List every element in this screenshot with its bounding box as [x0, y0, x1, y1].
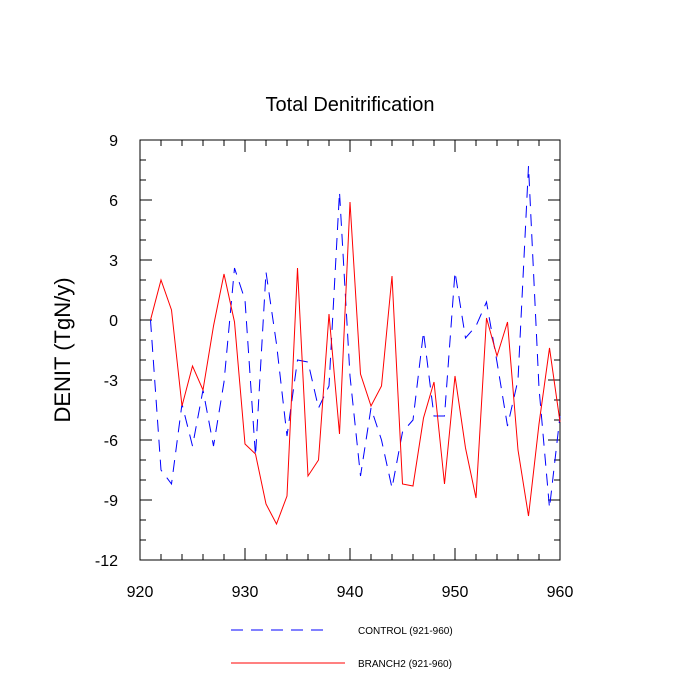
legend: CONTROL (921-960) BRANCH2 (921-960): [231, 626, 453, 670]
legend-label-control: CONTROL (921-960): [358, 626, 453, 637]
x-tick-labels: 920 930 940 950 960: [127, 584, 574, 601]
y-tick-labels: 9 6 3 0 -3 -6 -9 -12: [95, 133, 118, 570]
y-tick-label: 9: [109, 133, 118, 150]
x-tick-label: 940: [337, 584, 364, 601]
x-tick-label: 960: [547, 584, 574, 601]
y-tick-label: 6: [109, 193, 118, 210]
axis-ticks: [139, 139, 561, 561]
x-tick-label: 930: [232, 584, 259, 601]
y-tick-label: 3: [109, 253, 118, 270]
y-tick-label: -6: [104, 433, 118, 450]
y-tick-label: -12: [95, 553, 118, 570]
y-tick-label: -9: [104, 493, 118, 510]
legend-label-branch2: BRANCH2 (921-960): [358, 659, 452, 670]
chart-title: Total Denitrification: [266, 94, 435, 116]
y-axis-label: DENIT (TgN/y): [50, 277, 75, 422]
x-tick-label: 920: [127, 584, 154, 601]
y-tick-label: 0: [109, 313, 118, 330]
x-tick-label: 950: [442, 584, 469, 601]
series-layer: [150, 165, 561, 526]
series-line-branch2: [150, 201, 561, 526]
y-tick-label: -3: [104, 373, 118, 390]
